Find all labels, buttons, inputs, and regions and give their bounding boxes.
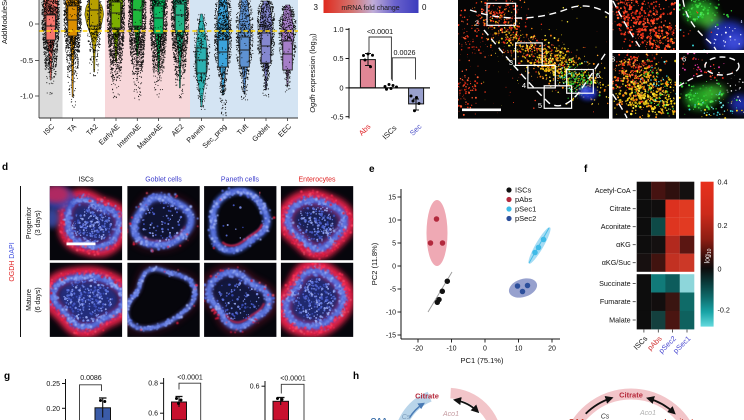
svg-text:0.25: 0.25 <box>46 381 60 388</box>
svg-text:Cs: Cs <box>402 414 411 420</box>
svg-text:0.20: 0.20 <box>46 406 60 413</box>
svg-text:Citrate: Citrate <box>415 392 439 401</box>
svg-text:Enterocytes: Enterocytes <box>299 177 336 184</box>
svg-text:(3 days): (3 days) <box>35 210 42 235</box>
svg-text:0.2: 0.2 <box>718 221 728 230</box>
svg-text:0.5: 0.5 <box>333 54 343 63</box>
svg-text:Aco1: Aco1 <box>442 411 459 418</box>
svg-text:2: 2 <box>475 19 479 28</box>
svg-text:ISCs: ISCs <box>515 186 532 195</box>
svg-text:20: 20 <box>548 346 556 353</box>
svg-text:AddModuleScore: AddModuleScore <box>0 0 9 44</box>
svg-text:0.6: 0.6 <box>250 384 260 391</box>
svg-text:ISCs: ISCs <box>381 123 399 141</box>
svg-text:0.0026: 0.0026 <box>394 48 416 57</box>
svg-text:0: 0 <box>483 346 487 353</box>
svg-text:6: 6 <box>682 55 686 64</box>
svg-text:3: 3 <box>314 3 319 12</box>
svg-text:0: 0 <box>718 265 722 274</box>
svg-text:(6 days): (6 days) <box>35 287 42 312</box>
svg-text:Abs: Abs <box>357 122 373 138</box>
svg-text:h: h <box>353 371 359 382</box>
svg-text:<0.0001: <0.0001 <box>280 376 306 383</box>
svg-text:TA: TA <box>66 122 79 135</box>
svg-text:pAbs: pAbs <box>515 195 532 204</box>
svg-text:OGDH DAPI: OGDH DAPI <box>9 242 16 281</box>
svg-text:5: 5 <box>392 240 396 247</box>
svg-text:PC2 (11.8%): PC2 (11.8%) <box>370 242 379 285</box>
svg-text:Aconitate: Aconitate <box>601 222 631 231</box>
svg-text:d: d <box>2 162 8 173</box>
svg-text:Sec: Sec <box>408 122 424 138</box>
svg-text:αKG/Suc: αKG/Suc <box>602 258 631 267</box>
svg-text:0: 0 <box>29 20 33 29</box>
svg-text:0: 0 <box>422 3 427 12</box>
svg-text:-10: -10 <box>446 346 456 353</box>
svg-text:0.4: 0.4 <box>718 178 728 187</box>
svg-text:Malate: Malate <box>609 316 631 325</box>
svg-text:e: e <box>369 164 375 175</box>
svg-text:0: 0 <box>392 263 396 270</box>
svg-text:0: 0 <box>339 84 343 93</box>
svg-text:<0.0001: <0.0001 <box>367 27 393 36</box>
svg-text:Acetyl-CoA: Acetyl-CoA <box>595 186 631 195</box>
svg-text:pSec2: pSec2 <box>515 214 536 223</box>
svg-text:-1.0: -1.0 <box>20 92 33 101</box>
svg-text:10: 10 <box>515 346 523 353</box>
svg-text:1.0: 1.0 <box>333 25 343 34</box>
svg-text:-0.5: -0.5 <box>331 112 344 121</box>
svg-text:αKG: αKG <box>616 240 631 249</box>
svg-text:OAA: OAA <box>371 416 388 420</box>
svg-text:Ogdh expression (log10): Ogdh expression (log10) <box>308 33 319 113</box>
svg-text:OAA: OAA <box>569 417 586 420</box>
svg-text:Goblet: Goblet <box>250 122 271 143</box>
svg-text:g: g <box>4 371 10 382</box>
svg-text:ISCs: ISCs <box>632 334 650 352</box>
svg-text:<0.0001: <0.0001 <box>177 375 203 382</box>
svg-text:Mature: Mature <box>26 289 33 311</box>
svg-text:mRNA fold change: mRNA fold change <box>341 5 399 12</box>
svg-text:Succinate: Succinate <box>599 279 631 288</box>
svg-text:-15: -15 <box>386 332 396 339</box>
svg-text:15: 15 <box>388 194 396 201</box>
svg-text:-5: -5 <box>390 286 396 293</box>
svg-text:Tuft: Tuft <box>235 122 250 137</box>
svg-text:f: f <box>584 164 588 175</box>
svg-text:-0.2: -0.2 <box>718 306 730 315</box>
svg-text:Aco1: Aco1 <box>639 410 656 417</box>
svg-text:ISC: ISC <box>41 122 56 137</box>
svg-text:0.0086: 0.0086 <box>80 375 102 382</box>
svg-text:PC1 (75.1%): PC1 (75.1%) <box>461 356 504 365</box>
svg-text:EEC: EEC <box>276 122 293 139</box>
svg-text:0.6: 0.6 <box>148 411 158 418</box>
svg-text:TA2: TA2 <box>84 122 99 137</box>
svg-text:-10: -10 <box>386 309 396 316</box>
svg-text:5: 5 <box>538 101 542 110</box>
svg-text:pSec1: pSec1 <box>515 205 536 214</box>
svg-text:Goblet cells: Goblet cells <box>145 177 182 184</box>
svg-text:6: 6 <box>596 71 600 80</box>
svg-text:4: 4 <box>522 81 526 90</box>
svg-text:Paneth cells: Paneth cells <box>221 177 260 184</box>
svg-text:log10: log10 <box>705 248 713 263</box>
svg-text:Progenitor: Progenitor <box>26 206 33 239</box>
svg-text:Citrate: Citrate <box>619 391 643 400</box>
svg-text:AE2: AE2 <box>169 122 185 138</box>
svg-text:Isocitrate: Isocitrate <box>664 417 697 420</box>
svg-text:Citrate: Citrate <box>610 204 631 213</box>
svg-text:Fumarate: Fumarate <box>600 297 631 306</box>
svg-text:Cs: Cs <box>601 414 610 420</box>
svg-text:0.8: 0.8 <box>148 381 158 388</box>
svg-text:ISCs: ISCs <box>78 177 94 184</box>
svg-text:3: 3 <box>611 55 615 64</box>
svg-text:3: 3 <box>509 58 513 67</box>
svg-text:10: 10 <box>388 217 396 224</box>
svg-text:-20: -20 <box>413 346 423 353</box>
svg-text:-0.5: -0.5 <box>20 56 33 65</box>
